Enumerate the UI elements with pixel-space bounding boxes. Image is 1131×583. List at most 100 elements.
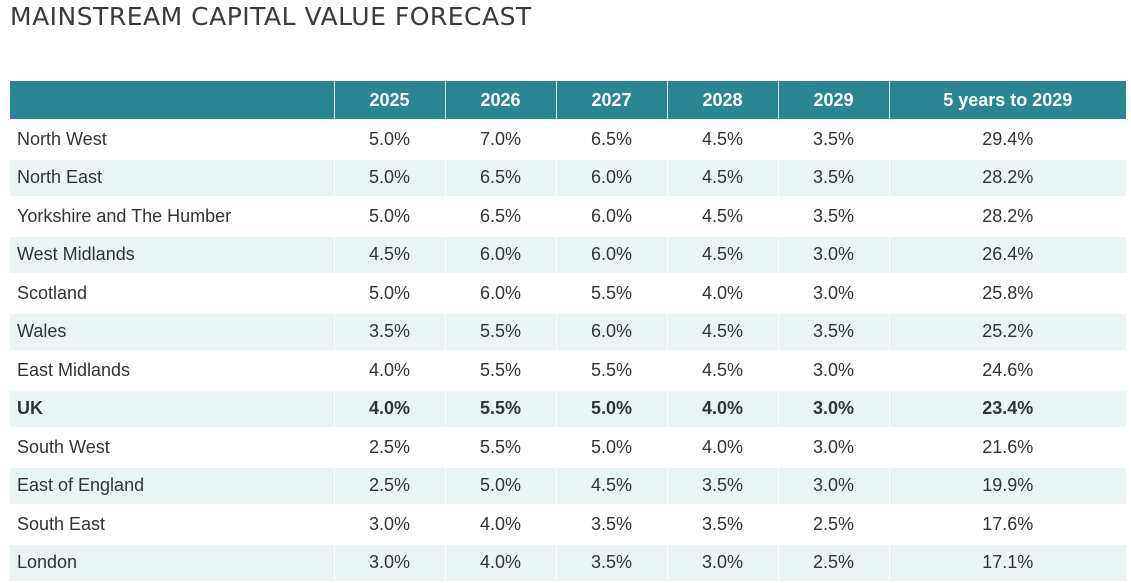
forecast-value-cell: 3.5% — [333, 312, 445, 352]
forecast-value-cell: 5.0% — [555, 389, 667, 429]
forecast-value-cell: 3.0% — [666, 543, 778, 583]
forecast-value-cell: 6.0% — [555, 312, 667, 352]
forecast-value-cell: 3.5% — [777, 158, 889, 198]
table-row: East of England 2.5% 5.0% 4.5% 3.5% 3.0% 19.9% — [10, 466, 1126, 506]
forecast-value-cell: 4.0% — [666, 389, 778, 429]
forecast-value-cell: 4.0% — [444, 505, 556, 545]
region-cell: Scotland — [10, 274, 334, 314]
region-cell: South East — [10, 505, 334, 545]
forecast-value-cell: 4.0% — [666, 274, 778, 314]
table-row: West Midlands 4.5% 6.0% 6.0% 4.5% 3.0% 26.4% — [10, 235, 1126, 275]
region-cell: UK — [10, 389, 334, 429]
forecast-value-cell: 4.5% — [555, 466, 667, 506]
forecast-value-cell: 6.5% — [555, 120, 667, 160]
region-cell: Wales — [10, 312, 334, 352]
header-2029: 2029 — [777, 81, 889, 121]
region-cell: London — [10, 543, 334, 583]
forecast-table: 2025 2026 2027 2028 2029 5 years to 2029… — [10, 81, 1126, 583]
header-2026: 2026 — [444, 81, 556, 121]
five-year-total-cell: 19.9% — [888, 466, 1126, 506]
forecast-value-cell: 6.5% — [444, 158, 556, 198]
forecast-value-cell: 5.0% — [555, 428, 667, 468]
region-cell: North East — [10, 158, 334, 198]
forecast-value-cell: 2.5% — [333, 466, 445, 506]
five-year-total-cell: 24.6% — [888, 351, 1126, 391]
forecast-value-cell: 3.5% — [555, 543, 667, 583]
five-year-total-cell: 28.2% — [888, 197, 1126, 237]
forecast-value-cell: 3.0% — [777, 428, 889, 468]
forecast-value-cell: 5.0% — [333, 274, 445, 314]
header-2027: 2027 — [555, 81, 667, 121]
forecast-value-cell: 4.5% — [666, 120, 778, 160]
forecast-value-cell: 4.5% — [666, 312, 778, 352]
forecast-value-cell: 7.0% — [444, 120, 556, 160]
table-row: South East 3.0% 4.0% 3.5% 3.5% 2.5% 17.6% — [10, 505, 1126, 545]
forecast-value-cell: 5.5% — [555, 274, 667, 314]
forecast-value-cell: 4.5% — [666, 158, 778, 198]
forecast-value-cell: 2.5% — [777, 505, 889, 545]
region-cell: North West — [10, 120, 334, 160]
five-year-total-cell: 25.8% — [888, 274, 1126, 314]
forecast-value-cell: 3.5% — [666, 466, 778, 506]
forecast-value-cell: 5.5% — [444, 312, 556, 352]
forecast-value-cell: 5.5% — [555, 351, 667, 391]
forecast-value-cell: 5.0% — [444, 466, 556, 506]
forecast-value-cell: 5.5% — [444, 389, 556, 429]
region-cell: South West — [10, 428, 334, 468]
forecast-value-cell: 3.0% — [777, 235, 889, 275]
header-2028: 2028 — [666, 81, 778, 121]
forecast-value-cell: 6.0% — [555, 197, 667, 237]
forecast-value-cell: 5.5% — [444, 351, 556, 391]
forecast-value-cell: 4.5% — [333, 235, 445, 275]
five-year-total-cell: 17.1% — [888, 543, 1126, 583]
forecast-value-cell: 6.0% — [444, 274, 556, 314]
region-cell: East of England — [10, 466, 334, 506]
forecast-value-cell: 6.0% — [555, 158, 667, 198]
five-year-total-cell: 29.4% — [888, 120, 1126, 160]
table-row: North East 5.0% 6.5% 6.0% 4.5% 3.5% 28.2% — [10, 158, 1126, 198]
region-cell: East Midlands — [10, 351, 334, 391]
table-row: London 3.0% 4.0% 3.5% 3.0% 2.5% 17.1% — [10, 543, 1126, 583]
header-5-year-total: 5 years to 2029 — [888, 81, 1126, 121]
forecast-value-cell: 6.5% — [444, 197, 556, 237]
table-body: North West 5.0% 7.0% 6.5% 4.5% 3.5% 29.4% North… — [10, 120, 1126, 583]
five-year-total-cell: 25.2% — [888, 312, 1126, 352]
forecast-value-cell: 6.0% — [444, 235, 556, 275]
forecast-value-cell: 4.0% — [444, 543, 556, 583]
table-row: Wales 3.5% 5.5% 6.0% 4.5% 3.5% 25.2% — [10, 312, 1126, 352]
table-row: UK 4.0% 5.5% 5.0% 4.0% 3.0% 23.4% — [10, 389, 1126, 429]
forecast-value-cell: 6.0% — [555, 235, 667, 275]
forecast-value-cell: 4.0% — [333, 389, 445, 429]
header-2025: 2025 — [333, 81, 445, 121]
table-row: East Midlands 4.0% 5.5% 5.5% 4.5% 3.0% 24.6% — [10, 351, 1126, 391]
forecast-value-cell: 4.0% — [666, 428, 778, 468]
forecast-value-cell: 3.0% — [777, 351, 889, 391]
table-row: Scotland 5.0% 6.0% 5.5% 4.0% 3.0% 25.8% — [10, 274, 1126, 314]
five-year-total-cell: 28.2% — [888, 158, 1126, 198]
forecast-value-cell: 4.5% — [666, 235, 778, 275]
five-year-total-cell: 17.6% — [888, 505, 1126, 545]
forecast-value-cell: 5.0% — [333, 197, 445, 237]
forecast-value-cell: 4.5% — [666, 197, 778, 237]
forecast-value-cell: 3.5% — [555, 505, 667, 545]
forecast-value-cell: 3.5% — [666, 505, 778, 545]
forecast-value-cell: 3.0% — [333, 505, 445, 545]
forecast-value-cell: 2.5% — [777, 543, 889, 583]
five-year-total-cell: 21.6% — [888, 428, 1126, 468]
forecast-value-cell: 3.0% — [333, 543, 445, 583]
table-header-row: 2025 2026 2027 2028 2029 5 years to 2029 — [10, 81, 1126, 121]
five-year-total-cell: 26.4% — [888, 235, 1126, 275]
region-cell: Yorkshire and The Humber — [10, 197, 334, 237]
table-row: Yorkshire and The Humber 5.0% 6.5% 6.0% 4.5%… — [10, 197, 1126, 237]
forecast-value-cell: 2.5% — [333, 428, 445, 468]
forecast-value-cell: 3.0% — [777, 274, 889, 314]
forecast-value-cell: 5.0% — [333, 158, 445, 198]
forecast-value-cell: 3.0% — [777, 389, 889, 429]
table-row: South West 2.5% 5.5% 5.0% 4.0% 3.0% 21.6% — [10, 428, 1126, 468]
page-title: MAINSTREAM CAPITAL VALUE FORECAST — [10, 2, 532, 31]
forecast-value-cell: 5.5% — [444, 428, 556, 468]
forecast-value-cell: 3.5% — [777, 197, 889, 237]
five-year-total-cell: 23.4% — [888, 389, 1126, 429]
forecast-value-cell: 3.5% — [777, 120, 889, 160]
forecast-value-cell: 3.0% — [777, 466, 889, 506]
